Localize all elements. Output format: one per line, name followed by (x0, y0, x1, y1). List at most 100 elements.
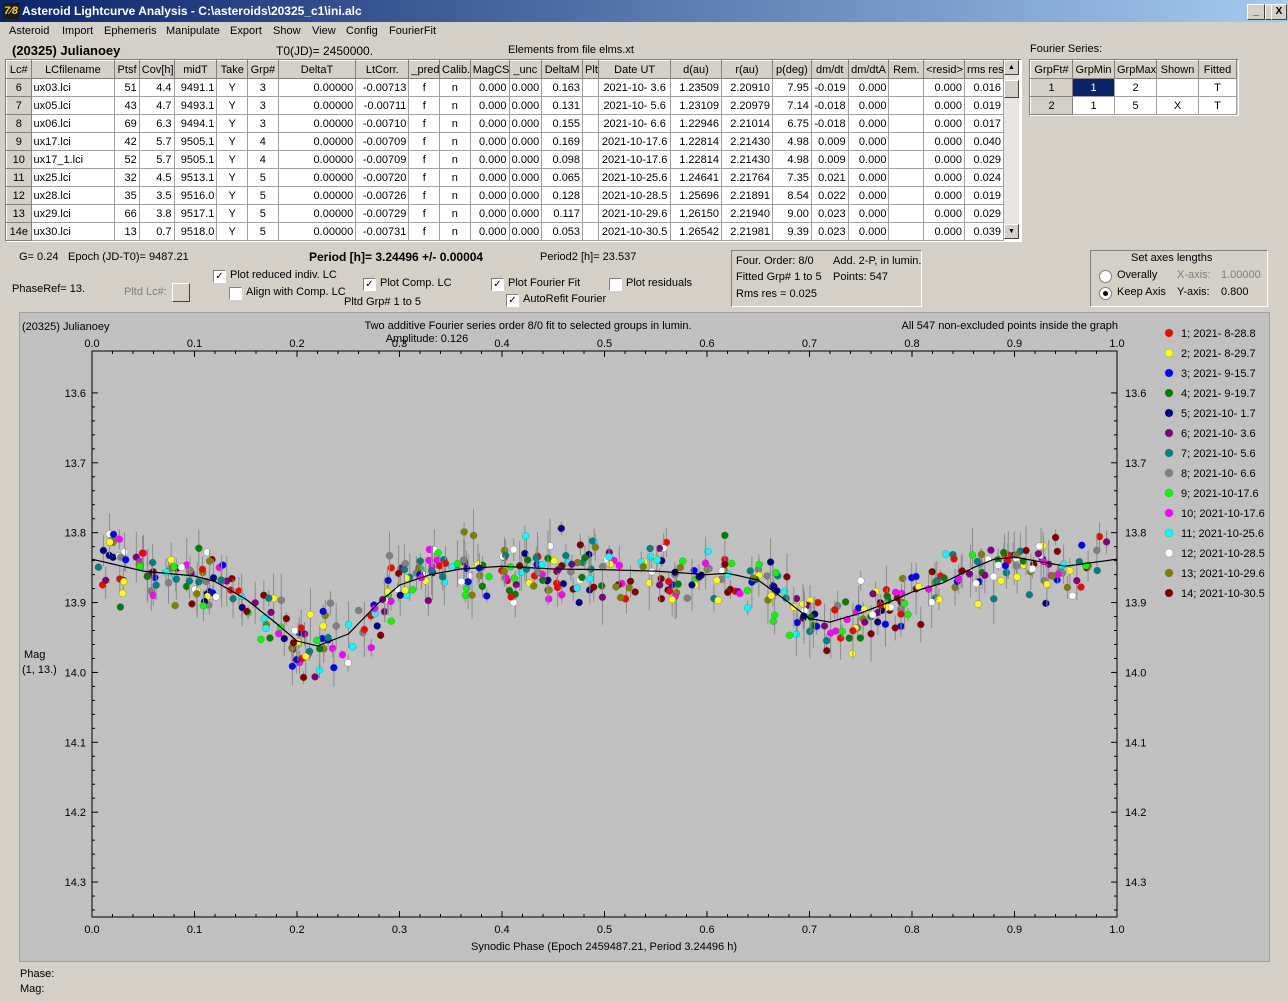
table-cell[interactable]: 2021-10- 3.6 (598, 78, 671, 97)
table-cell[interactable] (888, 114, 925, 133)
table-cell[interactable]: 0.128 (541, 186, 584, 205)
column-header[interactable]: _pred. (408, 60, 441, 79)
table-cell[interactable]: 1.23509 (669, 78, 722, 97)
column-header[interactable]: r(au) (720, 60, 774, 79)
table-cell[interactable]: 0.000 (469, 114, 510, 133)
fourier-column-header[interactable]: GrpMax (1114, 60, 1157, 79)
table-row[interactable]: 7 ux05.lci 43 4.7 9493.1 Y 3 0.00000 -0.00711 f n 0… (6, 96, 1004, 115)
fourier-column-header[interactable]: Shown (1156, 60, 1199, 79)
table-cell[interactable] (888, 168, 925, 187)
table-cell[interactable]: 0.023 (810, 204, 849, 223)
table-cell[interactable]: 0.009 (810, 132, 849, 151)
table-cell[interactable]: f (408, 150, 441, 169)
table-cell[interactable]: -0.019 (810, 78, 849, 97)
table-cell[interactable]: f (408, 132, 441, 151)
table-cell[interactable]: 0.000 (469, 168, 510, 187)
table-cell[interactable]: 1.25696 (669, 186, 722, 205)
column-header[interactable]: LCfilename (30, 60, 116, 79)
table-cell[interactable]: 9513.1 (173, 168, 218, 187)
table-cell[interactable]: Y (216, 132, 249, 151)
table-cell[interactable]: Y (216, 204, 249, 223)
table-cell[interactable]: -0.018 (810, 96, 849, 115)
table-cell[interactable]: 42 (114, 132, 140, 151)
table-cell[interactable]: Y (216, 78, 249, 97)
table-cell[interactable]: 0.023 (810, 222, 849, 241)
table-cell[interactable]: f (408, 222, 441, 241)
table-cell[interactable]: Y (216, 168, 249, 187)
table-cell[interactable]: 1.22946 (669, 114, 722, 133)
table-cell[interactable]: -0.018 (810, 114, 849, 133)
table-cell[interactable]: 0.000 (847, 150, 890, 169)
table-cell[interactable]: f (408, 204, 441, 223)
table-cell[interactable] (582, 114, 600, 133)
row-number-cell[interactable]: 12 (6, 186, 32, 205)
table-cell[interactable]: 4.98 (772, 150, 812, 169)
column-header[interactable]: MagCS (469, 60, 510, 79)
table-cell[interactable]: 0.000 (469, 150, 510, 169)
plot-area[interactable] (91, 350, 1118, 918)
table-cell[interactable]: 0.000 (508, 96, 543, 115)
table-cell[interactable]: 5 (247, 204, 279, 223)
table-cell[interactable]: 2.21430 (720, 132, 774, 151)
close-button[interactable]: X (1271, 4, 1287, 20)
table-cell[interactable]: 0.000 (923, 168, 966, 187)
table-cell[interactable]: 0.024 (964, 168, 1004, 187)
table-cell[interactable] (582, 150, 600, 169)
table-cell[interactable]: 0.016 (964, 78, 1004, 97)
table-cell[interactable]: 9.39 (772, 222, 812, 241)
table-cell[interactable]: 0.029 (964, 204, 1004, 223)
table-cell[interactable]: 9518.0 (173, 222, 218, 241)
table-cell[interactable]: -0.00711 (355, 96, 410, 115)
table-cell[interactable]: ux05.lci (30, 96, 116, 115)
table-cell[interactable]: 7.35 (772, 168, 812, 187)
table-cell[interactable]: 2.21014 (720, 114, 774, 133)
table-cell[interactable]: 0.117 (541, 204, 584, 223)
pltd-lc-spinner[interactable] (172, 283, 190, 302)
row-number-cell[interactable]: 7 (6, 96, 32, 115)
table-cell[interactable]: 0.155 (541, 114, 584, 133)
table-cell[interactable]: 0.00000 (277, 96, 357, 115)
table-cell[interactable]: 0.000 (847, 222, 890, 241)
row-number-cell[interactable]: 14e (6, 222, 32, 241)
table-cell[interactable]: 0.029 (964, 150, 1004, 169)
table-cell[interactable]: n (439, 78, 471, 97)
table-cell[interactable]: 2.21940 (720, 204, 774, 223)
table-cell[interactable]: Y (216, 96, 249, 115)
table-cell[interactable] (888, 150, 925, 169)
menu-import[interactable]: Import (62, 25, 94, 37)
menu-show[interactable]: Show (273, 25, 301, 37)
table-cell[interactable]: 51 (114, 78, 140, 97)
table-cell[interactable]: 0.021 (810, 168, 849, 187)
table-cell[interactable]: 8.54 (772, 186, 812, 205)
plot-fourier-checkbox[interactable]: ✓ (491, 278, 504, 291)
scroll-up-icon[interactable]: ▲ (1004, 60, 1019, 75)
scroll-thumb[interactable] (1004, 80, 1019, 98)
table-cell[interactable]: -0.00731 (355, 222, 410, 241)
table-cell[interactable]: 1.22814 (669, 150, 722, 169)
table-cell[interactable]: 9517.1 (173, 204, 218, 223)
table-cell[interactable]: ux28.lci (30, 186, 116, 205)
fourier-row-number[interactable]: 2 (1030, 96, 1073, 115)
table-cell[interactable]: 0.00000 (277, 150, 357, 169)
table-cell[interactable]: 3.5 (138, 186, 175, 205)
fourier-cell[interactable]: 1 (1072, 96, 1115, 115)
fourier-row-number[interactable]: 1 (1030, 78, 1073, 97)
table-cell[interactable] (582, 186, 600, 205)
lightcurve-chart[interactable]: (20325) Julianoey Two additive Fourier se… (20, 313, 1269, 961)
table-cell[interactable]: n (439, 204, 471, 223)
table-cell[interactable]: 2.21764 (720, 168, 774, 187)
table-cell[interactable]: 2.20910 (720, 78, 774, 97)
table-cell[interactable]: n (439, 114, 471, 133)
table-cell[interactable]: ux17.lci (30, 132, 116, 151)
table-cell[interactable]: 2021-10-17.6 (598, 150, 671, 169)
table-cell[interactable]: 9494.1 (173, 114, 218, 133)
plot-residuals-checkbox[interactable] (609, 278, 622, 291)
table-cell[interactable]: 2021-10-25.6 (598, 168, 671, 187)
column-header[interactable]: DeltaM (541, 60, 584, 79)
table-cell[interactable]: 1.26542 (669, 222, 722, 241)
table-cell[interactable] (582, 222, 600, 241)
table-cell[interactable]: 0.000 (847, 78, 890, 97)
table-cell[interactable]: 2.21981 (720, 222, 774, 241)
row-number-cell[interactable]: 10 (6, 150, 32, 169)
table-cell[interactable]: 0.131 (541, 96, 584, 115)
